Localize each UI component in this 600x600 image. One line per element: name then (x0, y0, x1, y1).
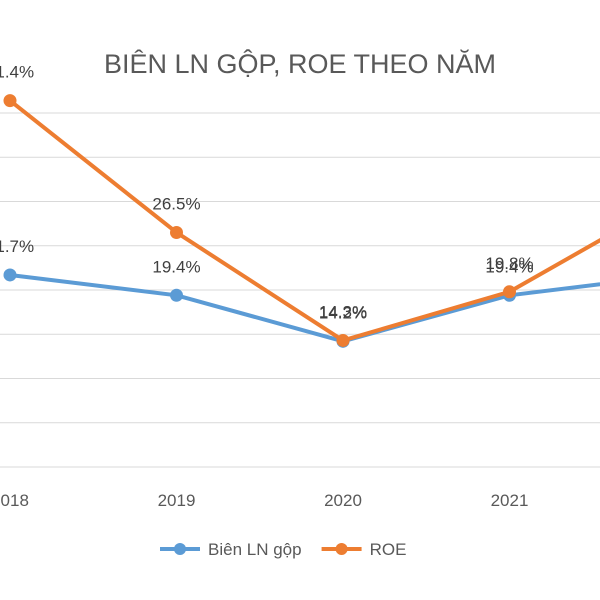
data-point (503, 285, 516, 299)
x-tick-label: 2021 (491, 491, 529, 510)
data-label: 21.7% (0, 237, 34, 256)
data-point (3, 94, 17, 108)
gridlines (0, 112, 600, 468)
data-point (3, 268, 17, 282)
data-point (170, 288, 183, 302)
data-label: 26.5% (152, 194, 200, 213)
legend-marker (174, 543, 186, 555)
series-line-2 (8, 98, 600, 343)
legend-label: ROE (370, 540, 407, 559)
chart-title: BIÊN LN GỘP, ROE THEO NĂM (104, 48, 496, 79)
legend: Biên LN gộp ROE (160, 540, 406, 559)
data-label: 19.4% (152, 257, 200, 276)
data-label: 14.2% (319, 303, 367, 322)
data-point (336, 333, 350, 347)
data-label: 14.3% (319, 302, 367, 321)
x-tick-label: 2019 (158, 491, 196, 510)
legend-label: Biên LN gộp (208, 540, 302, 559)
legend-marker (335, 543, 348, 555)
data-point (170, 225, 183, 239)
x-axis-ticks: 20182019202020212022 (0, 491, 529, 510)
data-label: 41.4% (0, 63, 34, 82)
series-line-1 (8, 272, 600, 344)
x-tick-label: 2018 (0, 491, 29, 510)
x-tick-label: 2020 (324, 491, 362, 510)
data-label: 19.4% (485, 257, 533, 276)
series-layer: 21.7% 19.4% 14.2% 19.4% 41.4% 26.5% 14.3% 19.8% (0, 63, 600, 348)
data-label: 19.8% (485, 254, 533, 273)
